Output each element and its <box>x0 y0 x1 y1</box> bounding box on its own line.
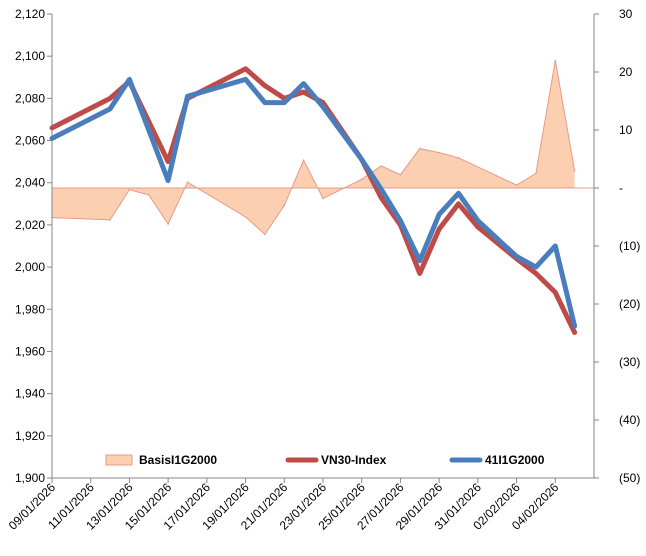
basis-point-14 <box>419 147 421 150</box>
basis-point-9 <box>302 159 305 161</box>
series-point-41i1g2000-1 <box>109 107 112 110</box>
basis-point-12 <box>380 165 382 167</box>
series-point-vn30-index-5 <box>244 67 247 70</box>
basis-point-18 <box>535 172 537 175</box>
left-tick-label: 2,020 <box>15 218 45 232</box>
basis-point-4 <box>167 223 169 225</box>
series-point-vn30-index-11 <box>380 196 383 199</box>
basis-point-5 <box>186 181 189 183</box>
series-point-41i1g2000-9 <box>322 105 324 108</box>
right-tick-label: (20) <box>619 297 640 311</box>
series-point-vn30-index-14 <box>438 228 441 231</box>
basis-point-16 <box>457 157 460 159</box>
basis-point-8 <box>283 204 286 207</box>
basis-point-15 <box>438 151 440 154</box>
legend-label: BasisI1G2000 <box>139 453 217 467</box>
series-point-41i1g2000-7 <box>283 101 286 104</box>
series-point-41i1g2000-14 <box>438 213 441 216</box>
series-point-41i1g2000-5 <box>244 78 247 81</box>
left-tick-label: 2,000 <box>15 260 45 274</box>
series-point-vn30-index-0 <box>51 126 53 129</box>
left-tick-label: 1,980 <box>15 302 45 316</box>
left-tick-label: 2,120 <box>15 7 45 21</box>
basis-point-11 <box>360 178 363 181</box>
legend-label: 41I1G2000 <box>485 453 545 467</box>
series-point-41i1g2000-19 <box>554 245 557 247</box>
series-point-41i1g2000-2 <box>128 78 131 81</box>
series-point-41i1g2000-16 <box>476 219 479 222</box>
right-tick-label: (40) <box>619 413 640 427</box>
right-tick-label: (10) <box>619 239 640 253</box>
series-line-41i1g2000 <box>49 76 578 329</box>
series-point-vn30-index-1 <box>109 97 112 100</box>
series-point-41i1g2000-10 <box>360 158 363 161</box>
right-tick-label: - <box>619 181 623 195</box>
lines-layer <box>49 66 578 335</box>
series-point-41i1g2000-15 <box>457 192 460 195</box>
right-tick-label: 10 <box>619 123 633 137</box>
legend: BasisI1G2000 VN30-Index 41I1G2000 <box>105 453 545 467</box>
right-tick-label: (50) <box>619 471 640 485</box>
series-point-41i1g2000-13 <box>418 259 421 262</box>
series-point-vn30-index-20 <box>573 331 576 334</box>
series-point-41i1g2000-11 <box>380 188 383 191</box>
left-tick-label: 1,940 <box>15 387 45 401</box>
left-tick-label: 1,960 <box>15 344 45 358</box>
basis-area-fill <box>52 60 575 235</box>
legend-label: VN30-Index <box>321 453 387 467</box>
series-point-vn30-index-19 <box>554 291 557 294</box>
basis-point-3 <box>148 194 150 196</box>
basis-point-1 <box>109 219 111 221</box>
series-point-41i1g2000-4 <box>186 95 189 98</box>
series-point-41i1g2000-20 <box>573 325 576 328</box>
series-point-41i1g2000-12 <box>399 219 402 222</box>
series-line-vn30-index <box>49 66 578 335</box>
left-tick-label: 2,040 <box>15 176 45 190</box>
series-point-vn30-index-13 <box>418 272 421 275</box>
left-tick-label: 2,100 <box>15 49 45 63</box>
series-point-41i1g2000-8 <box>302 82 305 85</box>
basis-point-13 <box>399 173 402 176</box>
series-point-vn30-index-8 <box>302 91 305 93</box>
series-point-41i1g2000-0 <box>51 137 53 140</box>
right-tick-label: 20 <box>619 65 633 79</box>
basis-point-19 <box>554 59 557 62</box>
left-tick-label: 2,080 <box>15 91 45 105</box>
left-tick-label: 1,900 <box>15 471 45 485</box>
series-point-41i1g2000-3 <box>167 179 170 182</box>
series-point-41i1g2000-6 <box>263 101 266 104</box>
series-point-vn30-index-3 <box>167 160 170 163</box>
right-tick-label: (30) <box>619 355 640 369</box>
basis-point-10 <box>322 197 324 200</box>
series-point-41i1g2000-18 <box>534 266 537 269</box>
basis-point-7 <box>264 233 266 236</box>
left-tick-label: 2,060 <box>15 134 45 148</box>
right-tick-label: 30 <box>619 7 633 21</box>
basis-point-2 <box>128 188 131 191</box>
basis-point-17 <box>515 184 518 186</box>
series-point-vn30-index-15 <box>457 202 460 205</box>
left-tick-label: 1,920 <box>15 429 45 443</box>
series-point-vn30-index-6 <box>263 84 266 87</box>
series-point-vn30-index-18 <box>534 272 537 275</box>
legend-swatch-basis <box>105 454 133 466</box>
series-point-41i1g2000-17 <box>515 255 518 258</box>
basis-area-layer <box>51 59 594 236</box>
series-point-vn30-index-16 <box>476 226 479 228</box>
basis-point-6 <box>244 216 247 218</box>
basis-point-20 <box>573 169 576 172</box>
